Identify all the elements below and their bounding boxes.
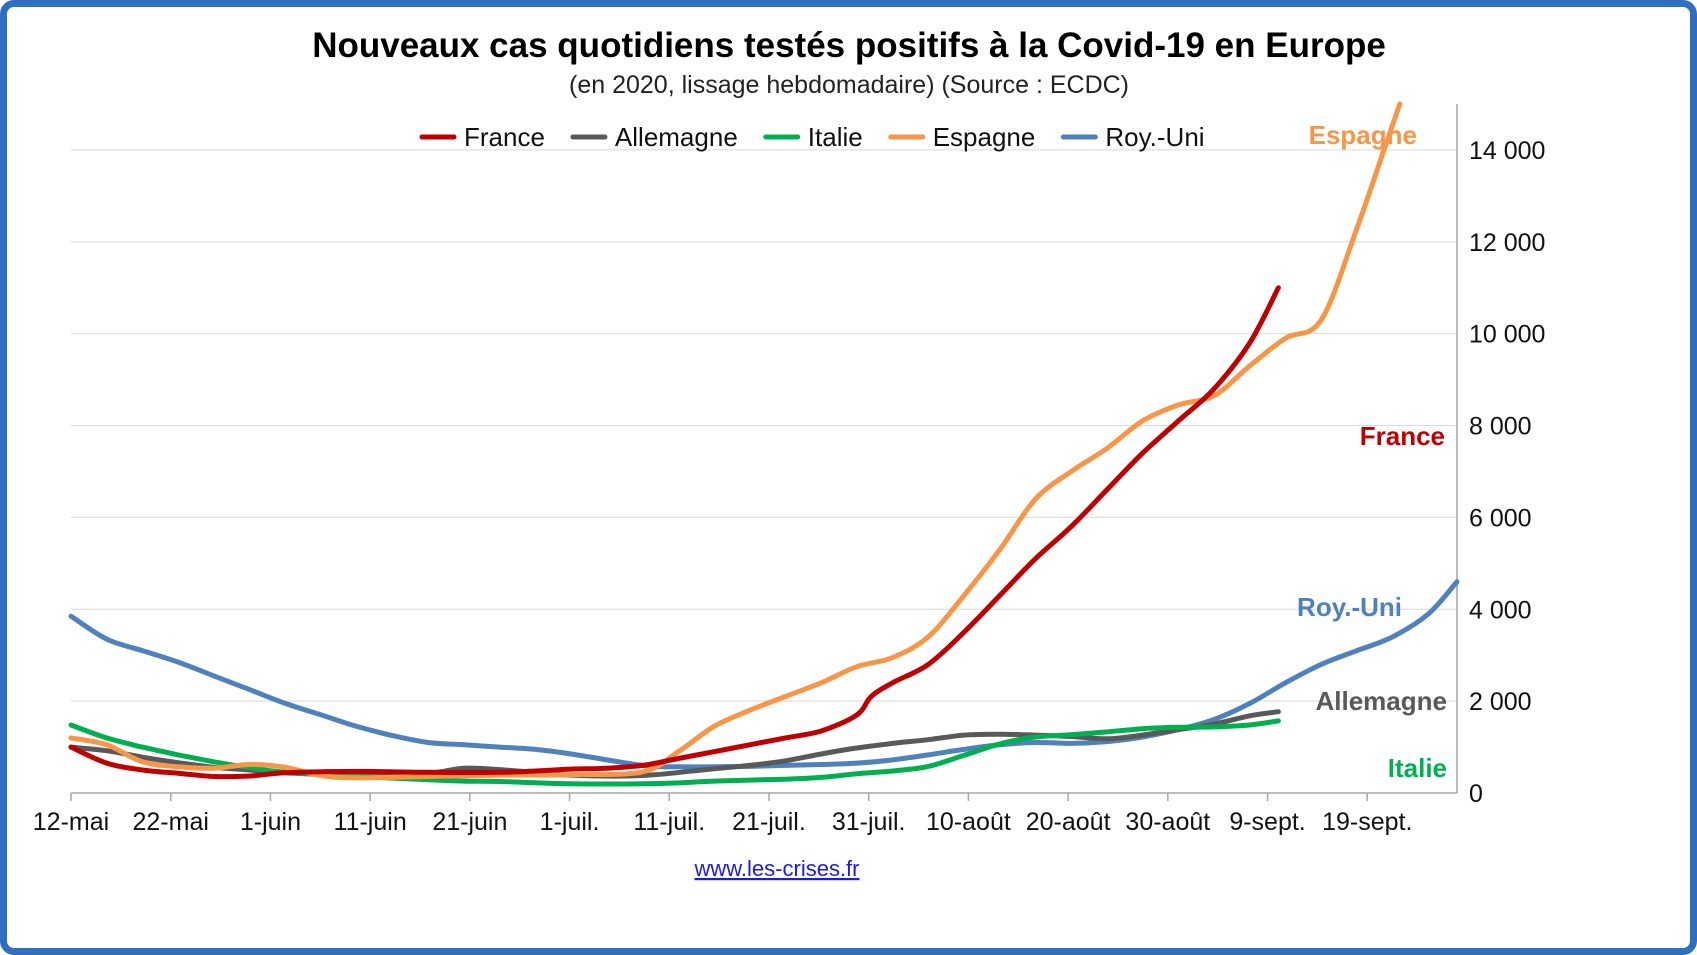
legend-item: Italie bbox=[763, 122, 863, 152]
series-line-france bbox=[68, 285, 1281, 780]
series-lines bbox=[68, 101, 1460, 787]
source-link[interactable]: www.les-crises.fr bbox=[693, 856, 859, 881]
legend-item: France bbox=[419, 122, 545, 152]
y-tick-label: 14 000 bbox=[1469, 137, 1545, 165]
x-tick-label: 20-août bbox=[1026, 808, 1111, 836]
legend-item: Roy.-Uni bbox=[1060, 122, 1205, 152]
x-tick-label: 1-juin bbox=[240, 808, 301, 836]
chart-title: Nouveaux cas quotidiens testés positifs … bbox=[312, 26, 1386, 65]
x-tick-label: 11-juin bbox=[334, 808, 407, 836]
end-label-france: France bbox=[1360, 421, 1445, 451]
end-label-roy-uni: Roy.-Uni bbox=[1297, 592, 1402, 622]
y-tick-label: 10 000 bbox=[1469, 321, 1545, 349]
y-tick-label: 2 000 bbox=[1469, 688, 1532, 716]
legend-label: Espagne bbox=[933, 122, 1036, 152]
covid-line-chart: Nouveaux cas quotidiens testés positifs … bbox=[33, 26, 1546, 881]
legend-item: Allemagne bbox=[570, 122, 738, 152]
x-tick-label: 30-août bbox=[1125, 808, 1210, 836]
legend-item: Espagne bbox=[888, 122, 1036, 152]
end-label-allemagne: Allemagne bbox=[1316, 686, 1448, 716]
series-line-roy-uni bbox=[68, 579, 1460, 770]
x-tick-label: 9-sept. bbox=[1229, 808, 1305, 836]
y-tick-label: 0 bbox=[1469, 780, 1483, 808]
end-label-italie: Italie bbox=[1388, 753, 1447, 783]
y-tick-label: 6 000 bbox=[1469, 504, 1532, 532]
end-label-espagne: Espagne bbox=[1309, 120, 1417, 150]
legend-label: Roy.-Uni bbox=[1105, 122, 1204, 152]
x-tick-label: 21-juil. bbox=[732, 808, 806, 836]
axes: 0 2 000 4 000 6 000 8 000 10 000 12 000 14 000 1… bbox=[33, 104, 1545, 836]
x-tick-label: 21-juin bbox=[432, 808, 507, 836]
y-tick-label: 12 000 bbox=[1469, 229, 1545, 257]
legend-label: France bbox=[464, 122, 545, 152]
legend: France Allemagne Italie Espagne Roy.-Uni bbox=[419, 122, 1205, 152]
series-line-italie bbox=[68, 718, 1281, 787]
y-tick-label: 8 000 bbox=[1469, 413, 1532, 441]
gridlines bbox=[71, 149, 1457, 702]
x-tick-label: 22-mai bbox=[133, 808, 209, 836]
x-tick-label: 11-juil. bbox=[633, 808, 705, 836]
series-line-espagne bbox=[68, 101, 1403, 781]
series-end-labels: France Allemagne Italie Espagne Roy.-Uni bbox=[1297, 120, 1447, 783]
legend-label: Allemagne bbox=[615, 122, 738, 152]
x-tick-label: 12-mai bbox=[33, 808, 109, 836]
chart-subtitle: (en 2020, lissage hebdomadaire) (Source … bbox=[569, 71, 1129, 99]
x-tick-label: 10-août bbox=[926, 808, 1011, 836]
legend-label: Italie bbox=[808, 122, 863, 152]
x-tick-label: 31-juil. bbox=[832, 808, 906, 836]
y-tick-label: 4 000 bbox=[1469, 596, 1532, 624]
x-tick-label: 1-juil. bbox=[540, 808, 600, 836]
x-tick-label: 19-sept. bbox=[1322, 808, 1412, 836]
